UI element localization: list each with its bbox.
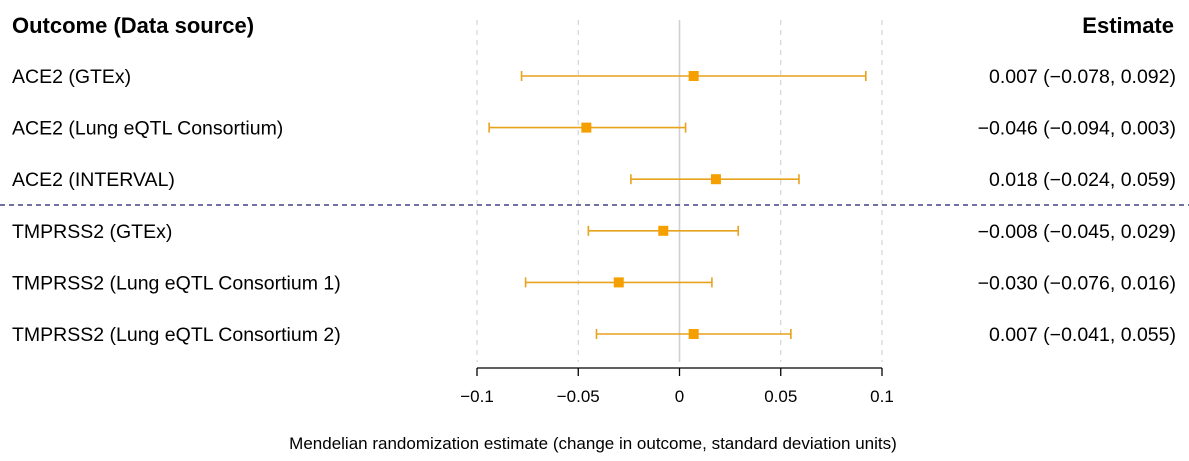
x-tick-label: 0.1 bbox=[870, 387, 894, 406]
forest-row: TMPRSS2 (GTEx) −0.008 (−0.045, 0.029) bbox=[12, 221, 1176, 243]
x-axis-label: Mendelian randomization estimate (change… bbox=[289, 434, 897, 453]
row-layer: ACE2 (GTEx) 0.007 (−0.078, 0.092) ACE2 (Lu… bbox=[0, 66, 1189, 346]
grid-layer bbox=[476, 20, 883, 362]
row-label: ACE2 (Lung eQTL Consortium) bbox=[12, 118, 283, 140]
estimate-text: 0.007 (−0.041, 0.055) bbox=[989, 324, 1176, 346]
forest-row: ACE2 (INTERVAL) 0.018 (−0.024, 0.059) bbox=[12, 169, 1176, 191]
estimate-text: −0.008 (−0.045, 0.029) bbox=[978, 221, 1176, 243]
x-tick-label: −0.1 bbox=[460, 387, 494, 406]
row-label: TMPRSS2 (GTEx) bbox=[12, 221, 172, 243]
point-estimate-marker bbox=[710, 174, 721, 185]
estimate-text: 0.007 (−0.078, 0.092) bbox=[989, 66, 1176, 88]
estimate-text: −0.046 (−0.094, 0.003) bbox=[978, 118, 1176, 140]
left-header: Outcome (Data source) bbox=[12, 13, 254, 38]
point-estimate-marker bbox=[613, 277, 624, 288]
x-tick-label: 0 bbox=[675, 387, 684, 406]
forest-row: TMPRSS2 (Lung eQTL Consortium 2) 0.007 (−… bbox=[12, 324, 1176, 346]
point-estimate-marker bbox=[581, 122, 592, 133]
estimate-text: −0.030 (−0.076, 0.016) bbox=[978, 272, 1176, 294]
row-label: TMPRSS2 (Lung eQTL Consortium 1) bbox=[12, 272, 341, 294]
x-tick-label: 0.05 bbox=[764, 387, 797, 406]
row-label: ACE2 (GTEx) bbox=[12, 66, 131, 88]
point-estimate-marker bbox=[658, 225, 669, 236]
point-estimate-marker bbox=[688, 71, 699, 81]
forest-row: ACE2 (GTEx) 0.007 (−0.078, 0.092) bbox=[12, 66, 1176, 88]
x-axis: −0.1 −0.05 0 0.05 0.1 bbox=[460, 367, 894, 406]
row-label: TMPRSS2 (Lung eQTL Consortium 2) bbox=[12, 324, 341, 346]
right-header: Estimate bbox=[1082, 13, 1174, 38]
x-tick-label: −0.05 bbox=[557, 387, 600, 406]
row-label: ACE2 (INTERVAL) bbox=[12, 169, 175, 191]
estimate-text: 0.018 (−0.024, 0.059) bbox=[989, 169, 1176, 191]
forest-row: TMPRSS2 (Lung eQTL Consortium 1) −0.030 (… bbox=[12, 272, 1176, 294]
point-estimate-marker bbox=[688, 329, 699, 339]
forest-row: ACE2 (Lung eQTL Consortium) −0.046 (−0.09… bbox=[12, 118, 1176, 140]
